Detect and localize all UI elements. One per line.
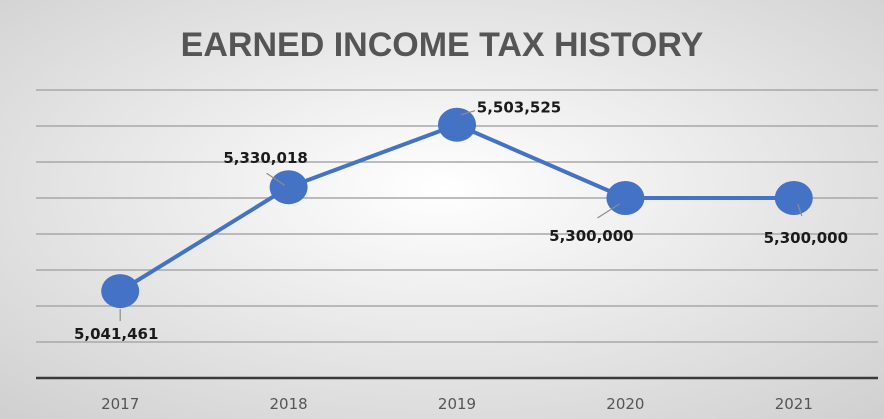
x-tick-label: 2018	[270, 395, 308, 413]
data-point-2019	[438, 107, 476, 142]
data-labels: 5,041,461 5,330,018 5,503,525 5,300,000 5,30…	[74, 99, 848, 343]
x-axis-ticks: 2017 2018 2019 2020 2021	[101, 395, 813, 413]
x-tick-label: 2020	[606, 395, 644, 413]
x-tick-label: 2017	[101, 395, 139, 413]
data-label-2020: 5,300,000	[549, 227, 633, 245]
data-label-2017: 5,041,461	[74, 325, 158, 343]
leader-line	[266, 172, 285, 186]
chart-title: EARNED INCOME TAX HISTORY	[181, 26, 704, 64]
x-tick-label: 2019	[438, 395, 476, 413]
data-label-2021: 5,300,000	[764, 229, 848, 247]
leader-line	[797, 203, 803, 217]
data-point-2018	[269, 170, 308, 205]
data-label-2018: 5,330,018	[223, 149, 307, 167]
x-tick-label: 2021	[775, 395, 813, 413]
data-point-2020	[606, 181, 645, 215]
data-point-2017	[101, 274, 140, 309]
data-label-2019: 5,503,525	[477, 99, 561, 117]
leader-line	[597, 203, 620, 219]
data-point-2021	[774, 181, 813, 215]
gridlines	[36, 89, 878, 343]
series-layer	[101, 107, 813, 309]
leader-line	[460, 110, 476, 116]
